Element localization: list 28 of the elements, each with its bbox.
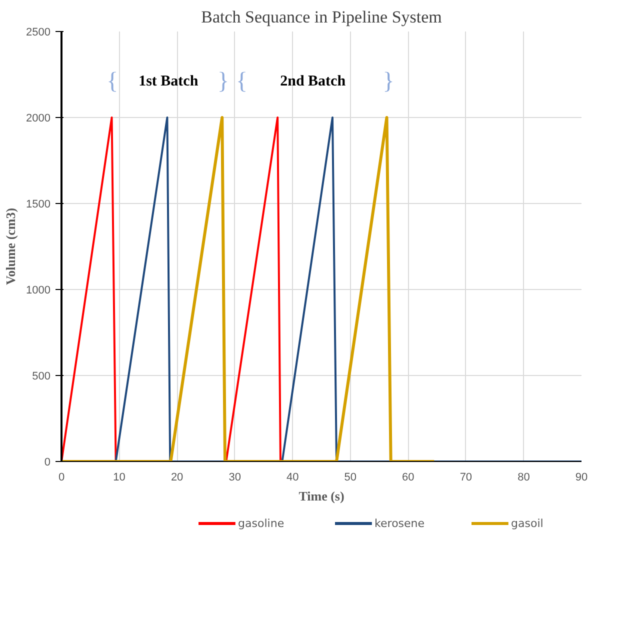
x-tick-label: 10: [113, 472, 126, 484]
legend-label: gasoline: [238, 517, 284, 530]
x-tick-label: 50: [344, 472, 357, 484]
x-tick-label: 20: [170, 472, 184, 484]
chart-title: Batch Sequance in Pipeline System: [201, 8, 442, 26]
y-axis-title: Volume (cm3): [3, 208, 18, 286]
x-tick-label: 80: [518, 472, 530, 484]
x-tick-label: 40: [286, 472, 299, 484]
y-tick-label: 500: [32, 370, 51, 382]
annotation: }: [382, 68, 394, 94]
x-tick-label: 60: [402, 472, 414, 484]
y-tick-label: 0: [44, 456, 51, 468]
x-tick-label: 30: [228, 472, 241, 484]
legend-label: gasoil: [511, 517, 544, 530]
y-tick-label: 1500: [26, 198, 51, 210]
x-axis-title: Time (s): [298, 488, 344, 504]
annotation: {: [236, 68, 248, 94]
annotation: }: [218, 68, 230, 94]
x-tick-label: 70: [460, 472, 472, 484]
y-tick-label: 2000: [26, 112, 51, 124]
annotation: 2nd Batch: [280, 73, 346, 90]
x-tick-label: 90: [575, 472, 588, 484]
x-tick-label: 0: [58, 472, 65, 484]
annotation: {: [106, 68, 118, 94]
legend-label: kerosene: [374, 517, 425, 530]
y-tick-label: 1000: [26, 284, 51, 296]
annotation: 1st Batch: [138, 73, 199, 90]
y-tick-label: 2500: [26, 26, 51, 38]
